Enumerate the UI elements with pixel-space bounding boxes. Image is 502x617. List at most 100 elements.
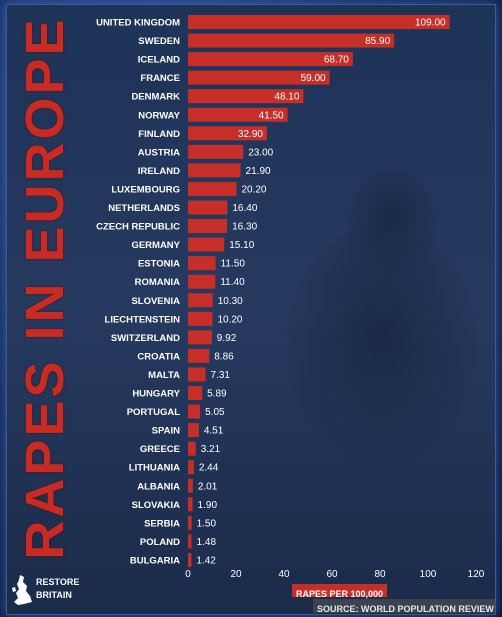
value-label: 1.42	[196, 555, 216, 566]
value-label: 2.01	[198, 481, 218, 492]
category-label: SWITZERLAND	[111, 333, 180, 344]
britain-map-icon	[12, 575, 32, 605]
value-label: 16.30	[232, 222, 257, 233]
bar	[188, 126, 267, 141]
category-label: MALTA	[148, 370, 180, 381]
bar	[188, 534, 192, 549]
value-label: 1.50	[197, 518, 217, 529]
bar	[188, 200, 228, 215]
bar	[188, 33, 395, 48]
category-label: ESTONIA	[138, 259, 180, 270]
source-text: SOURCE: WORLD POPULATION REVIEW	[317, 604, 494, 614]
bar	[188, 423, 199, 438]
value-label: 1.48	[197, 537, 217, 548]
bar	[188, 163, 241, 178]
category-label: PORTUGAL	[127, 407, 181, 418]
value-label: 5.89	[207, 389, 227, 400]
category-label: NETHERLANDS	[108, 203, 180, 214]
value-label: 10.30	[218, 296, 243, 307]
category-label: DENMARK	[131, 92, 180, 103]
value-label: 4.51	[204, 426, 224, 437]
value-label: 8.86	[214, 351, 234, 362]
category-label: FRANCE	[140, 73, 180, 84]
logo-line-2: BRITAIN	[36, 590, 72, 600]
value-label: 85.90	[365, 36, 390, 47]
bar	[188, 89, 304, 104]
bar	[188, 348, 210, 363]
bar	[188, 367, 206, 382]
value-label: 7.31	[211, 370, 231, 381]
value-label: 15.10	[229, 240, 254, 251]
value-label: 11.50	[221, 259, 246, 270]
logo-line-1: RESTORE	[36, 577, 80, 587]
chart-panel	[6, 4, 496, 615]
bar	[188, 293, 213, 308]
value-label: 48.10	[274, 92, 299, 103]
bars-group: UNITED KINGDOM 109.00 SWEDEN 85.90 ICELAND 68…	[96, 15, 450, 567]
bar	[188, 274, 216, 289]
bar	[188, 219, 228, 234]
category-label: SERBIA	[144, 518, 180, 529]
x-tick-label: 0	[185, 569, 191, 580]
bar	[188, 404, 201, 419]
category-label: IRELAND	[138, 166, 180, 177]
value-label: 21.90	[246, 166, 271, 177]
value-label: 109.00	[415, 18, 446, 29]
silhouette-image	[287, 170, 477, 465]
value-label: 41.50	[259, 110, 284, 121]
value-label: 3.21	[201, 444, 221, 455]
x-axis-label-box: RAPES PER 100,000	[292, 584, 388, 599]
x-tick-label: 20	[230, 569, 242, 580]
bar	[188, 478, 193, 493]
category-label: GERMANY	[131, 240, 180, 251]
value-label: 68.70	[324, 55, 349, 66]
value-label: 10.20	[217, 314, 242, 325]
x-tick-label: 120	[468, 569, 485, 580]
value-label: 32.90	[238, 129, 263, 140]
bar	[188, 15, 450, 29]
category-label: GREECE	[140, 444, 180, 455]
bar	[188, 441, 196, 456]
category-label: SWEDEN	[138, 36, 180, 47]
category-label: ROMANIA	[135, 277, 181, 288]
bar	[188, 497, 193, 512]
bar	[188, 144, 244, 159]
x-axis-label: RAPES PER 100,000	[296, 589, 384, 599]
category-label: NORWAY	[138, 110, 180, 121]
bar	[188, 311, 213, 326]
value-label: 20.20	[241, 184, 266, 195]
x-axis: 0 20 40 60 80 100 120	[185, 569, 485, 580]
restore-britain-logo: RESTORE BRITAIN	[10, 574, 100, 608]
category-label: SLOVENIA	[131, 296, 180, 307]
category-label: LITHUANIA	[129, 463, 180, 474]
value-label: 59.00	[301, 73, 326, 84]
bar	[188, 70, 330, 85]
category-label: LIECHTENSTEIN	[105, 314, 181, 325]
source-box: SOURCE: WORLD POPULATION REVIEW	[313, 599, 495, 614]
category-label: SLOVAKIA	[132, 500, 181, 511]
value-label: 16.40	[232, 203, 257, 214]
category-label: CZECH REPUBLIC	[96, 222, 180, 233]
category-label: BULGARIA	[130, 555, 180, 566]
value-label: 5.05	[205, 407, 225, 418]
x-tick-label: 80	[374, 569, 386, 580]
bar	[188, 515, 192, 530]
bar	[188, 552, 192, 567]
category-label: AUSTRIA	[138, 147, 180, 158]
x-tick-label: 100	[420, 569, 437, 580]
bar	[188, 330, 212, 345]
category-label: CROATIA	[137, 351, 180, 362]
category-label: ALBANIA	[137, 481, 180, 492]
value-label: 2.44	[199, 463, 219, 474]
bar	[188, 386, 203, 400]
x-tick-label: 40	[278, 569, 290, 580]
category-label: HUNGARY	[132, 389, 180, 400]
value-label: 9.92	[217, 333, 237, 344]
value-label: 11.40	[220, 277, 245, 288]
x-tick-label: 60	[326, 569, 338, 580]
bar	[188, 460, 194, 475]
bar	[188, 237, 225, 252]
bar	[188, 181, 237, 196]
